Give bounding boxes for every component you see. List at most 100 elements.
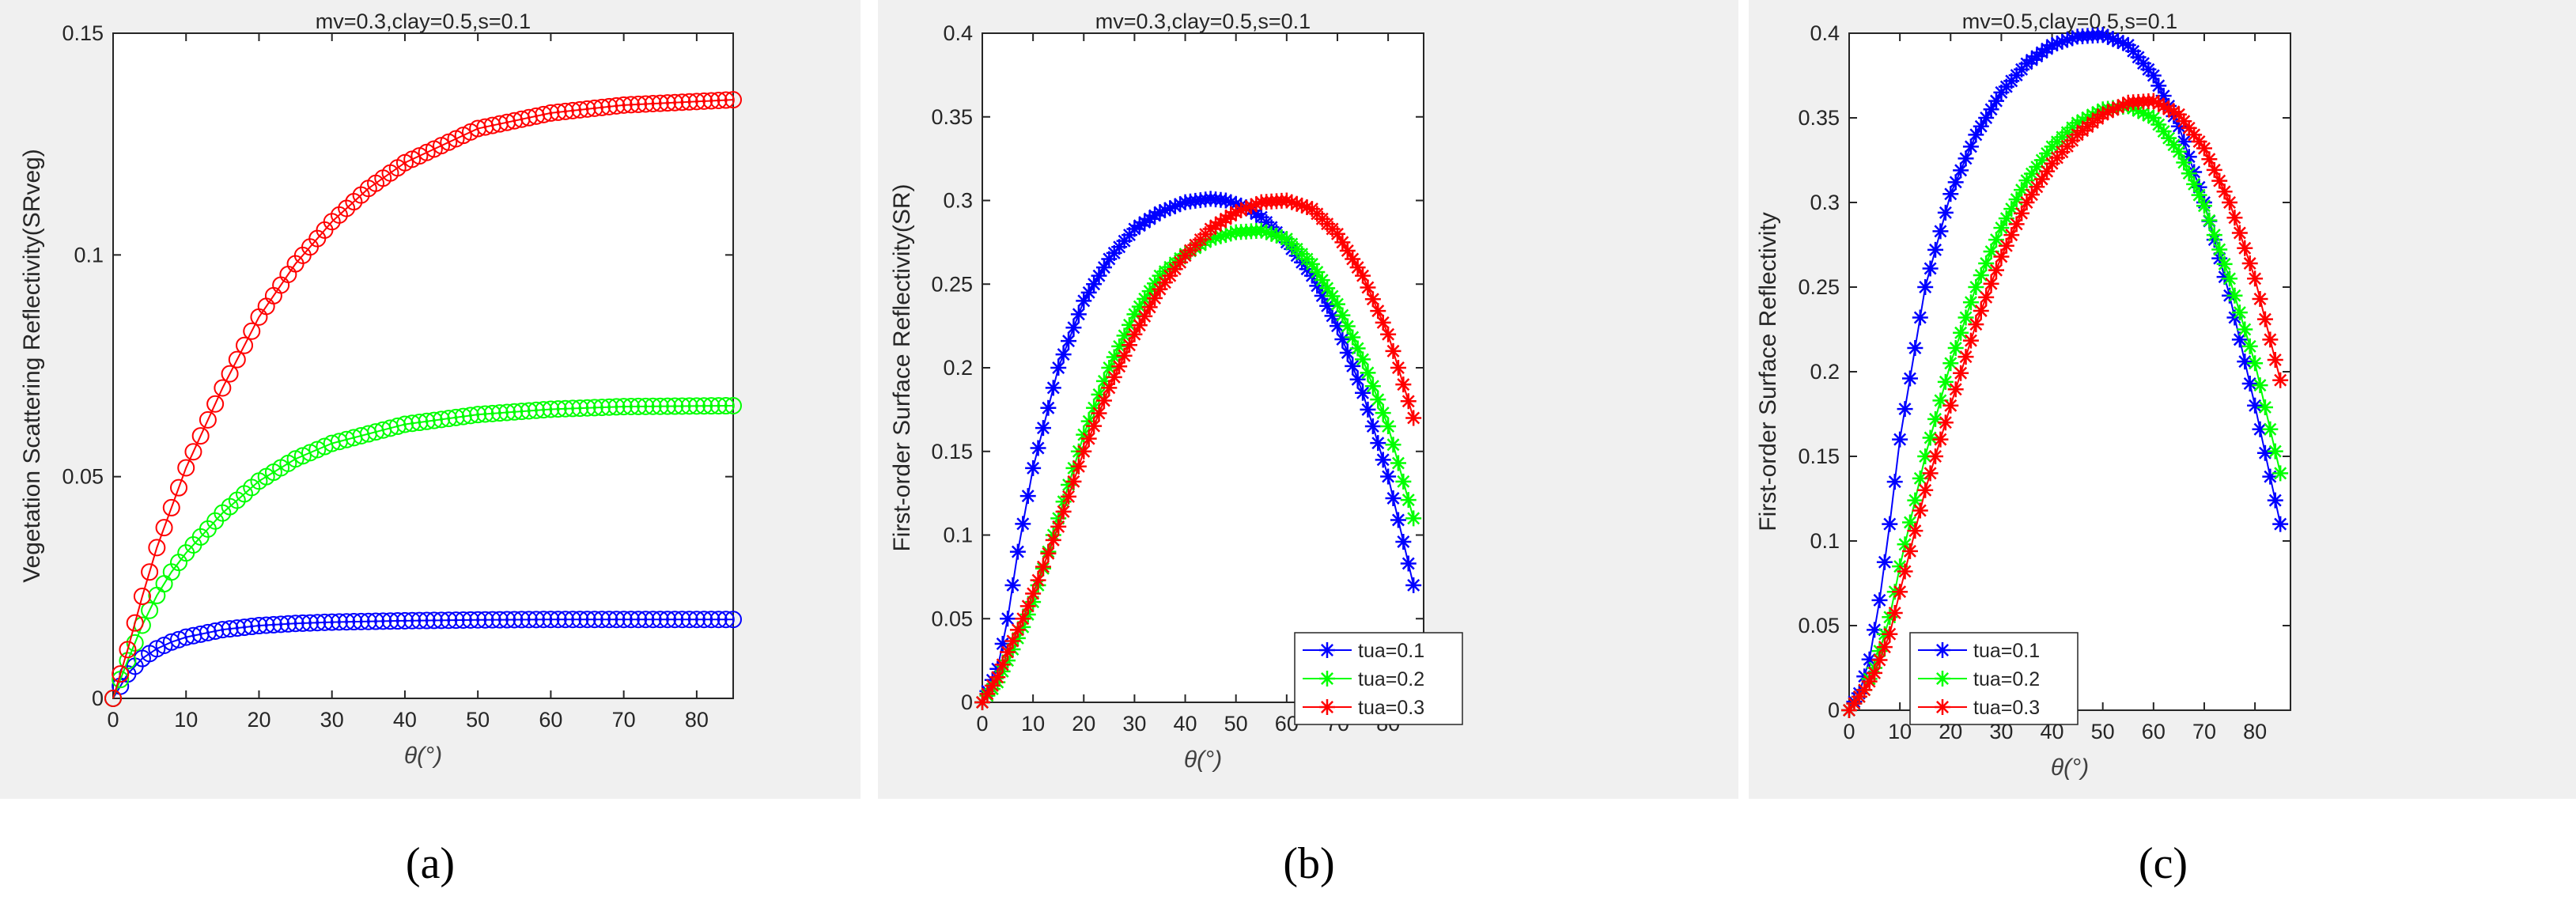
data-point (1167, 261, 1183, 278)
data-point (578, 399, 596, 417)
data-point (2059, 32, 2075, 48)
data-point (1000, 611, 1016, 627)
data-point (717, 91, 735, 109)
data-point (520, 611, 538, 629)
data-point (571, 100, 589, 119)
data-point (2216, 269, 2233, 286)
data-point (1106, 349, 1122, 365)
data-point (1937, 373, 1954, 390)
x-tick-label: 80 (685, 708, 709, 732)
data-point (637, 95, 655, 113)
data-point (1080, 284, 1097, 301)
data-point (2196, 140, 2212, 157)
data-point (615, 398, 633, 416)
data-point (1978, 289, 1995, 305)
y-tick-label: 0.15 (931, 440, 973, 463)
data-point (2135, 105, 2151, 122)
data-point (2216, 183, 2233, 200)
data-point (214, 621, 232, 639)
data-point (1329, 225, 1345, 242)
data-point (1953, 365, 1969, 381)
data-point (425, 411, 443, 429)
data-point (447, 611, 465, 630)
data-point (1233, 202, 1250, 218)
chart-title: mv=0.3,clay=0.5,s=0.1 (1095, 9, 1311, 33)
data-point (2222, 270, 2238, 287)
data-point (1405, 410, 1422, 426)
data-point (1841, 702, 1857, 718)
panel-a: mv=0.3,clay=0.5,s=0.1 0 10 20 30 40 50 60 70 80 0 0… (0, 0, 861, 799)
data-point (1172, 196, 1189, 213)
data-point (2145, 93, 2162, 109)
data-point (1846, 695, 1863, 712)
data-point (535, 401, 553, 419)
data-point (542, 400, 560, 418)
data-point (1111, 358, 1128, 375)
data-point (418, 611, 436, 630)
data-point (520, 402, 538, 420)
data-point (1324, 308, 1341, 324)
data-point (1973, 267, 1989, 284)
x-tick-label: 60 (539, 708, 562, 732)
data-point (228, 350, 246, 369)
data-point (556, 102, 574, 120)
caption-c: (c) (2139, 839, 2188, 888)
data-point (680, 611, 698, 629)
data-point (592, 611, 611, 629)
data-point (2211, 172, 2228, 189)
data-point (1035, 558, 1051, 575)
data-point (542, 104, 560, 122)
data-point (469, 611, 487, 629)
data-point (680, 397, 698, 415)
data-point (1400, 393, 1417, 410)
legend-marker (1319, 671, 1335, 687)
data-point (2170, 106, 2187, 123)
y-tick-label: 0.25 (931, 272, 973, 296)
data-point (1086, 276, 1103, 293)
y-tick-label: 0.4 (943, 21, 973, 45)
data-point (1364, 418, 1381, 435)
data-point (630, 611, 648, 629)
data-point (1122, 337, 1137, 354)
y-tick-label: 0.35 (1798, 106, 1840, 130)
data-point (1248, 206, 1265, 222)
data-point (410, 611, 429, 630)
data-point (1040, 399, 1057, 416)
data-point (2231, 225, 2248, 241)
x-tick-label: 30 (1122, 712, 1146, 736)
chart-title: mv=0.3,clay=0.5,s=0.1 (316, 9, 531, 33)
data-point (1111, 338, 1128, 354)
data-point (1131, 217, 1148, 234)
data-point (644, 611, 662, 629)
data-point (1962, 332, 1979, 349)
data-point (1988, 232, 2004, 248)
data-point (1212, 214, 1229, 230)
data-point (1223, 225, 1239, 242)
data-point (2105, 31, 2121, 47)
data-point (578, 100, 596, 118)
data-point (637, 611, 655, 629)
data-point (1061, 488, 1077, 505)
data-point (206, 395, 225, 413)
data-point (1080, 430, 1097, 447)
data-point (2003, 227, 2020, 244)
data-point (1355, 267, 1371, 284)
data-point (578, 611, 596, 629)
data-point (1141, 299, 1158, 316)
data-point (1922, 260, 1939, 277)
data-point (2003, 201, 2020, 217)
data-point (2186, 176, 2203, 192)
data-point (2196, 198, 2212, 214)
data-point (1299, 199, 1315, 215)
data-point (1953, 162, 1969, 179)
x-tick-label: 10 (1888, 720, 1912, 743)
data-point (2186, 127, 2203, 143)
data-point (549, 103, 567, 121)
data-point (293, 614, 312, 632)
data-point (1122, 316, 1137, 333)
data-point (1004, 577, 1021, 593)
data-point (1339, 344, 1356, 361)
data-point (250, 617, 268, 635)
data-point (2201, 151, 2218, 168)
